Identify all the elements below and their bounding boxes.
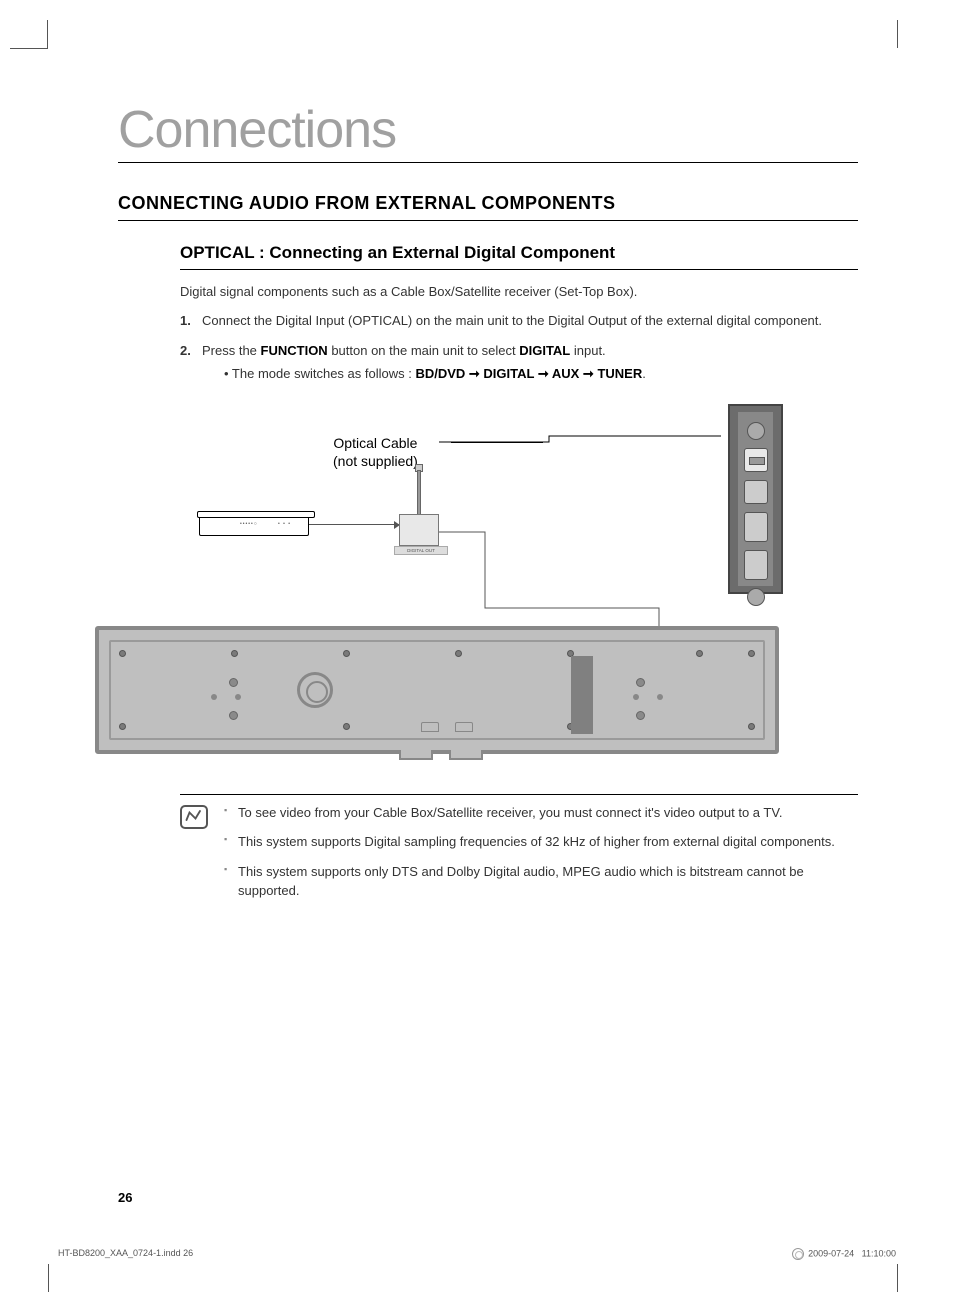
screw-icon (343, 650, 350, 657)
step-text-part: button on the main unit to select (328, 343, 520, 358)
step-text-part: input. (570, 343, 605, 358)
mode-tuner: TUNER (597, 366, 642, 381)
arrow-icon: ➞ (465, 366, 483, 381)
tv-port-icon (747, 588, 765, 606)
arrow-icon: ➞ (534, 366, 552, 381)
cable-body-icon (417, 470, 421, 516)
step-2: 2. Press the FUNCTION button on the main… (180, 341, 858, 384)
footer-filename: HT-BD8200_XAA_0724-1.indd 26 (58, 1248, 193, 1260)
soundbar-icon (95, 626, 779, 754)
screw-icon (343, 723, 350, 730)
soundbar-foot-icon (399, 750, 433, 760)
fan-ring-icon (297, 672, 333, 708)
tv-port-icon (744, 550, 768, 580)
crop-mark (897, 1264, 898, 1292)
period: . (642, 366, 646, 381)
step-1: 1. Connect the Digital Input (OPTICAL) o… (180, 311, 858, 331)
crop-mark (28, 20, 48, 48)
crop-mark (897, 20, 898, 48)
subsection-title: OPTICAL : Connecting an External Digital… (180, 243, 858, 270)
screw-icon (748, 723, 755, 730)
subsection-block: OPTICAL : Connecting an External Digital… (118, 243, 858, 384)
tv-port-icon (744, 480, 768, 504)
tv-port-icon (744, 512, 768, 542)
leader-lines (439, 428, 729, 628)
mode-aux: AUX (552, 366, 579, 381)
step-text: Connect the Digital Input (OPTICAL) on t… (202, 313, 822, 328)
hole-icon (211, 694, 217, 700)
settop-box-icon: •••••○ • • • (199, 514, 309, 536)
mode-digital: DIGITAL (483, 366, 534, 381)
screw-icon (119, 650, 126, 657)
hole-icon (229, 678, 238, 687)
step-text-part: Press the (202, 343, 261, 358)
optical-cable-callout: Optical Cable (not supplied) (333, 434, 418, 470)
page-content: Connections CONNECTING AUDIO FROM EXTERN… (118, 100, 858, 911)
hole-icon (657, 694, 663, 700)
intro-text: Digital signal components such as a Cabl… (180, 284, 858, 299)
digital-out-port-icon (399, 514, 439, 546)
footer-date: 2009-07-24 (808, 1248, 854, 1258)
screw-icon (455, 650, 462, 657)
digital-label: DIGITAL (519, 343, 570, 358)
bullet-text: • The mode switches as follows : (224, 366, 415, 381)
note-item: This system supports only DTS and Dolby … (224, 862, 858, 901)
notes-divider (180, 794, 858, 795)
hole-icon (636, 711, 645, 720)
hole-icon (633, 694, 639, 700)
page-number: 26 (118, 1190, 132, 1205)
connector-line (309, 524, 399, 525)
hole-icon (235, 694, 241, 700)
hole-icon (636, 678, 645, 687)
callout-line2: (not supplied) (333, 453, 418, 469)
decoration: •••••○ (240, 521, 258, 527)
tv-rear-panel-icon (728, 404, 783, 594)
chapter-title: Connections (118, 100, 858, 163)
notes-section: To see video from your Cable Box/Satelli… (118, 803, 858, 911)
footer-timestamp: 2009-07-24 11:10:00 (790, 1248, 896, 1260)
print-footer: HT-BD8200_XAA_0724-1.indd 26 2009-07-24 … (58, 1248, 896, 1260)
screw-icon (748, 650, 755, 657)
arrow-icon: ➞ (579, 366, 597, 381)
screw-icon (231, 650, 238, 657)
mode-bddvd: BD/DVD (415, 366, 465, 381)
sb-port-icon (421, 722, 439, 732)
step-number: 1. (180, 311, 191, 331)
steps-list: 1. Connect the Digital Input (OPTICAL) o… (180, 311, 858, 384)
section-title: CONNECTING AUDIO FROM EXTERNAL COMPONENT… (118, 193, 858, 221)
tv-port-icon (747, 422, 765, 440)
step-sub-bullet: • The mode switches as follows : BD/DVD … (202, 364, 858, 384)
soundbar-foot-icon (449, 750, 483, 760)
decoration: • • • (278, 521, 291, 527)
port-label-block-icon (571, 656, 593, 734)
note-item: This system supports Digital sampling fr… (224, 832, 858, 852)
function-label: FUNCTION (261, 343, 328, 358)
sb-port-icon (455, 722, 473, 732)
screw-icon (696, 650, 703, 657)
tv-optical-port-icon (744, 448, 768, 472)
registration-mark-icon (792, 1248, 804, 1260)
callout-line1: Optical Cable (333, 435, 417, 451)
connection-diagram: Optical Cable (not supplied) •••••○ • • … (118, 404, 858, 754)
step-number: 2. (180, 341, 191, 361)
footer-time: 11:10:00 (862, 1248, 896, 1258)
crop-mark (48, 1264, 49, 1292)
hole-icon (229, 711, 238, 720)
crop-mark (10, 48, 48, 49)
note-icon (180, 805, 208, 829)
screw-icon (119, 723, 126, 730)
note-item: To see video from your Cable Box/Satelli… (224, 803, 858, 823)
